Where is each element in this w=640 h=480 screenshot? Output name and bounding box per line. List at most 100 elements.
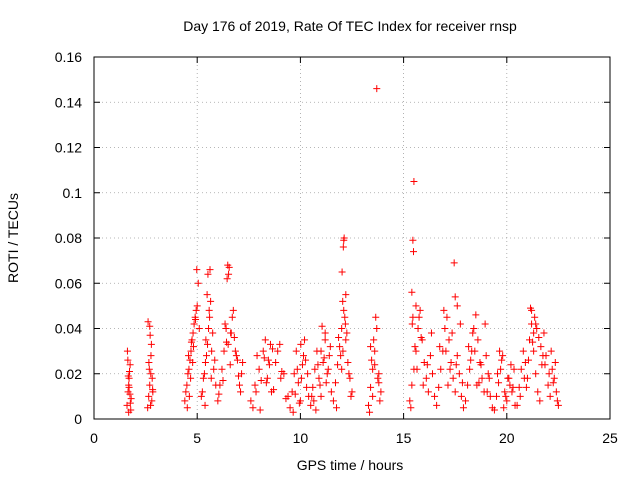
data-point: [327, 388, 335, 396]
data-point: [274, 347, 282, 355]
data-point: [301, 336, 309, 344]
data-point: [210, 365, 218, 373]
data-point: [225, 270, 233, 278]
data-point: [183, 381, 191, 389]
data-point: [192, 315, 200, 323]
data-point: [299, 352, 307, 360]
data-point: [448, 329, 456, 337]
data-point: [303, 383, 311, 391]
data-point: [367, 383, 375, 391]
data-point: [441, 325, 449, 332]
data-point: [261, 336, 269, 344]
data-point: [237, 388, 245, 396]
data-point: [194, 279, 202, 287]
data-point: [499, 352, 507, 360]
y-tick-label: 0.08: [55, 230, 82, 246]
data-point: [187, 347, 195, 355]
data-point: [436, 343, 444, 351]
data-point: [297, 374, 305, 382]
data-point: [373, 325, 381, 332]
data-point: [220, 347, 228, 355]
x-tick-label: 10: [293, 430, 309, 446]
data-point: [216, 381, 224, 389]
data-point: [415, 313, 423, 321]
data-point: [365, 401, 373, 409]
data-point: [189, 343, 197, 351]
data-point: [536, 397, 544, 405]
data-point: [342, 291, 350, 299]
data-point: [193, 266, 201, 274]
data-point: [247, 397, 255, 405]
data-point: [486, 392, 494, 400]
data-point: [530, 329, 538, 337]
data-point: [335, 334, 343, 342]
data-point: [214, 397, 222, 405]
data-point: [376, 397, 384, 405]
data-point: [495, 379, 503, 387]
data-point: [482, 352, 490, 360]
data-point: [321, 329, 329, 337]
data-point: [519, 347, 527, 355]
data-point: [230, 334, 238, 342]
data-point: [249, 404, 257, 412]
data-point: [508, 388, 516, 396]
data-point: [190, 320, 198, 328]
data-point: [321, 336, 329, 344]
data-point: [485, 374, 493, 382]
data-point: [341, 320, 349, 328]
data-point: [319, 358, 327, 366]
data-point: [459, 404, 467, 412]
data-point: [348, 388, 356, 396]
data-point: [533, 325, 541, 332]
data-point: [338, 268, 346, 276]
data-point: [373, 85, 381, 93]
data-point: [472, 311, 480, 319]
data-point: [462, 397, 470, 405]
data-point: [490, 406, 498, 414]
data-point: [337, 352, 345, 360]
data-point: [199, 374, 207, 382]
data-point: [516, 392, 524, 400]
data-point: [322, 379, 330, 387]
data-point: [324, 365, 332, 373]
data-point: [501, 388, 509, 396]
data-point: [182, 388, 190, 396]
data-point: [458, 379, 466, 387]
data-point: [475, 379, 483, 387]
data-point: [340, 306, 348, 314]
data-point: [125, 408, 133, 416]
data-point: [517, 365, 525, 373]
data-point: [239, 358, 247, 366]
data-point: [375, 379, 383, 387]
data-point: [338, 325, 346, 332]
data-point: [148, 397, 156, 405]
data-point: [201, 358, 209, 366]
data-point: [233, 356, 241, 364]
data-point: [522, 383, 530, 391]
data-point: [372, 313, 380, 321]
data-point: [270, 386, 278, 394]
data-point: [339, 297, 347, 305]
data-point: [464, 381, 472, 389]
data-point: [445, 336, 453, 344]
data-point: [513, 401, 521, 409]
data-point: [423, 361, 431, 369]
y-axis: 0 0.02 0.04 0.06 0.08 0.1 0.12 0.14 0.16: [55, 49, 610, 427]
data-point: [537, 343, 545, 351]
data-point: [236, 381, 244, 389]
data-point: [452, 361, 460, 369]
data-point: [185, 392, 193, 400]
y-tick-label: 0: [74, 411, 82, 427]
data-point: [483, 388, 491, 396]
data-point: [451, 293, 459, 301]
y-tick-label: 0.12: [55, 140, 82, 156]
data-point: [192, 306, 200, 314]
data-point: [308, 392, 316, 400]
data-point: [251, 381, 259, 389]
data-point: [414, 325, 422, 332]
plot-frame: [93, 56, 611, 420]
data-point: [127, 395, 135, 403]
data-point: [419, 381, 427, 389]
data-point: [406, 397, 414, 405]
data-point: [531, 313, 539, 321]
